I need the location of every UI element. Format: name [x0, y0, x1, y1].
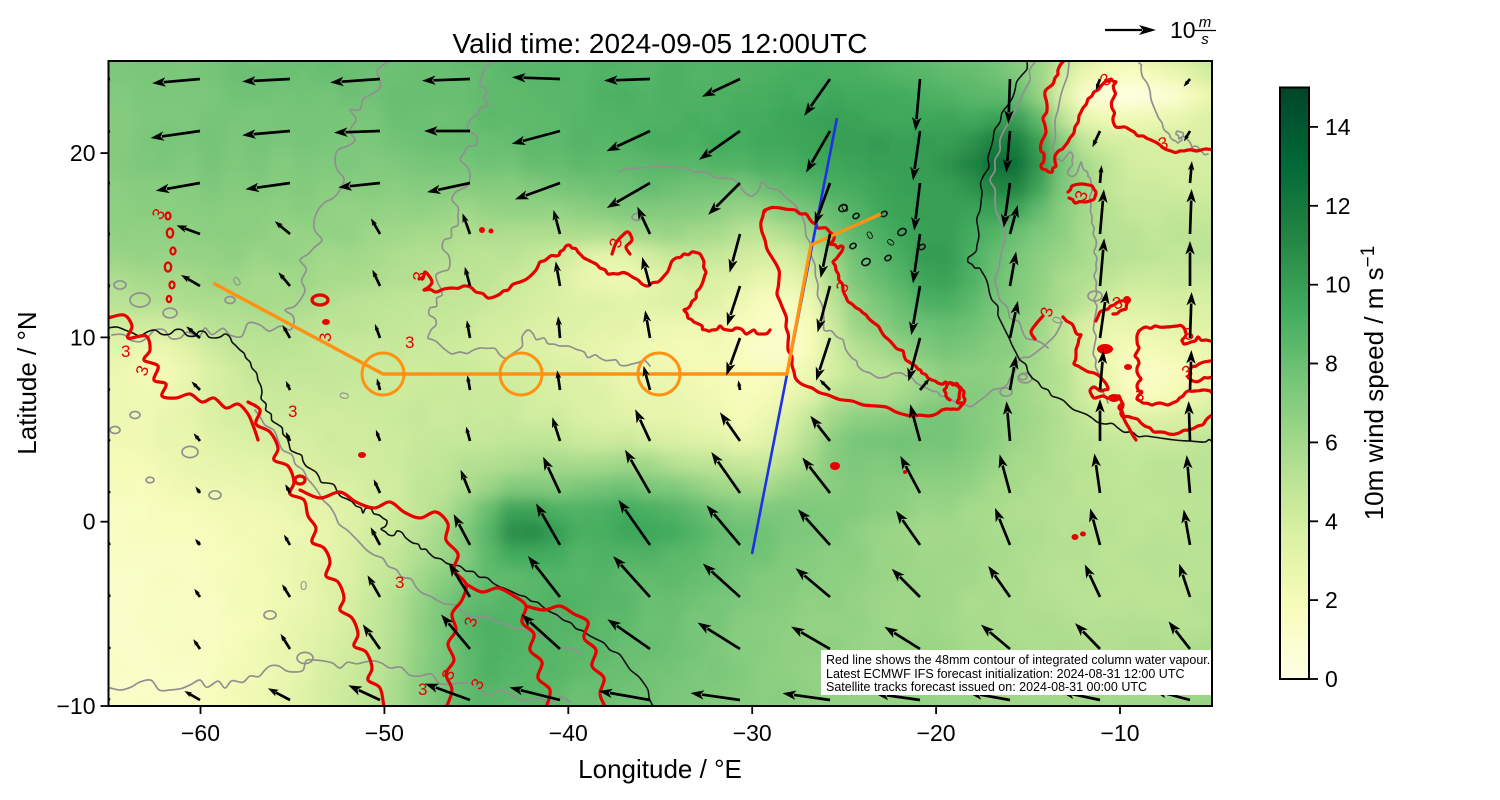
- svg-text:0: 0: [1325, 666, 1338, 692]
- svg-text:4: 4: [1325, 508, 1338, 534]
- svg-text:−40: −40: [549, 720, 588, 746]
- svg-text:3: 3: [409, 270, 429, 283]
- svg-text:Valid time: 2024-09-05 12:00UT: Valid time: 2024-09-05 12:00UTC: [452, 28, 867, 59]
- svg-text:0: 0: [300, 578, 307, 593]
- svg-text:0: 0: [885, 237, 898, 249]
- svg-text:−50: −50: [365, 720, 404, 746]
- svg-text:2: 2: [1325, 587, 1338, 613]
- svg-text:Satellite tracks forecast issu: Satellite tracks forecast issued on: 202…: [826, 680, 1147, 694]
- svg-text:6: 6: [1325, 429, 1338, 455]
- svg-text:−20: −20: [917, 720, 956, 746]
- svg-text:12: 12: [1325, 193, 1351, 219]
- svg-text:20: 20: [70, 140, 96, 166]
- svg-text:0: 0: [865, 229, 876, 242]
- svg-text:0: 0: [83, 509, 96, 535]
- svg-text:m: m: [1199, 14, 1212, 31]
- svg-text:s: s: [1201, 31, 1209, 48]
- svg-text:10m wind speed / m s−1: 10m wind speed / m s−1: [1358, 246, 1389, 521]
- svg-text:14: 14: [1325, 114, 1351, 140]
- svg-text:10: 10: [1325, 272, 1351, 298]
- svg-text:8: 8: [1325, 351, 1338, 377]
- svg-text:−60: −60: [181, 720, 220, 746]
- svg-text:3: 3: [121, 342, 130, 361]
- svg-text:−30: −30: [733, 720, 772, 746]
- svg-text:3: 3: [316, 333, 335, 342]
- svg-text:−10: −10: [56, 693, 95, 719]
- svg-text:0: 0: [1049, 314, 1066, 326]
- svg-text:Latest ECMWF IFS forecast init: Latest ECMWF IFS forecast initialization…: [826, 667, 1184, 681]
- svg-text:Red line shows the 48mm contou: Red line shows the 48mm contour of integ…: [826, 653, 1210, 667]
- svg-text:10: 10: [70, 324, 96, 350]
- svg-text:Longitude / °E: Longitude / °E: [578, 754, 742, 784]
- svg-text:3: 3: [405, 333, 414, 352]
- svg-text:−10: −10: [1100, 720, 1139, 746]
- svg-text:3: 3: [1135, 386, 1144, 405]
- svg-text:3: 3: [395, 573, 404, 592]
- svg-text:3: 3: [418, 680, 427, 699]
- svg-text:3: 3: [288, 402, 297, 421]
- svg-text:0: 0: [336, 391, 352, 401]
- svg-text:Latitude / °N: Latitude / °N: [12, 311, 42, 454]
- svg-text:10: 10: [1170, 17, 1196, 43]
